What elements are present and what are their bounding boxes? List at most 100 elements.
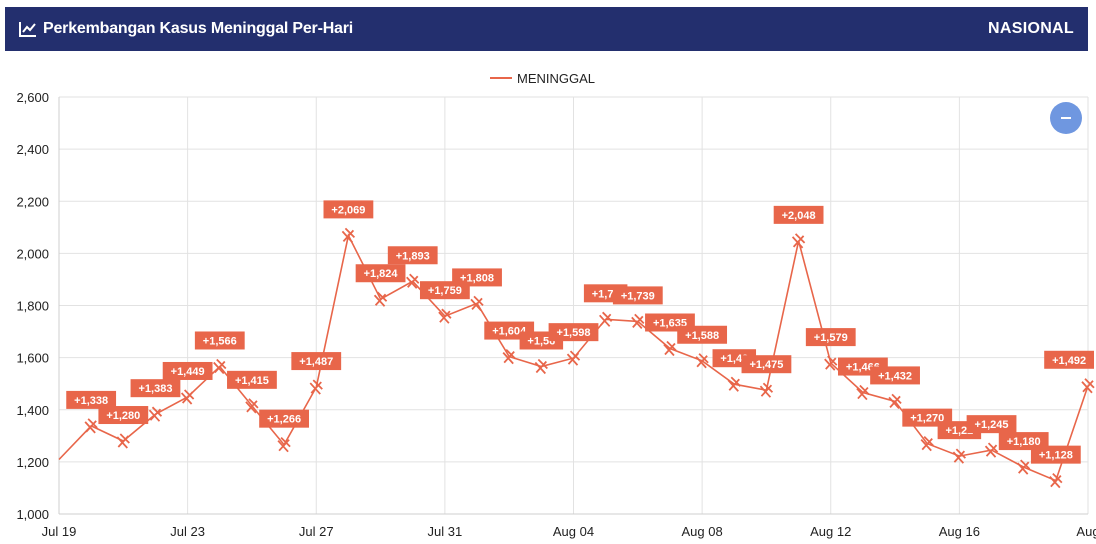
- data-point-marker[interactable]: [406, 273, 420, 289]
- data-label-box: [677, 325, 728, 344]
- data-label-box: [741, 355, 792, 374]
- chart-header: Perkembangan Kasus Meninggal Per-Hari NA…: [5, 7, 1088, 51]
- data-point-marker[interactable]: [791, 233, 806, 249]
- data-label-box: [227, 370, 277, 389]
- data-label: +1,270: [910, 413, 944, 425]
- data-label-box: [870, 366, 920, 385]
- data-point-marker[interactable]: [727, 376, 741, 392]
- data-label: +1,449: [171, 366, 205, 378]
- x-tick-label: Aug 16: [939, 524, 980, 539]
- data-label: +1,49: [720, 353, 748, 365]
- data-point-marker[interactable]: [856, 384, 870, 401]
- data-label: +1,579: [814, 332, 848, 344]
- data-point-marker[interactable]: [213, 358, 227, 375]
- data-label-box: [323, 200, 374, 219]
- data-point-marker[interactable]: [341, 227, 356, 243]
- data-label-box: [98, 406, 149, 425]
- x-tick-label: Jul 31: [428, 524, 463, 539]
- y-tick-label: 1,800: [16, 299, 49, 314]
- data-point-marker[interactable]: [84, 418, 98, 434]
- data-label: +1,598: [557, 327, 591, 339]
- y-tick-label: 1,000: [16, 507, 49, 522]
- data-point-marker[interactable]: [148, 406, 163, 422]
- data-point-marker[interactable]: [1017, 459, 1031, 475]
- data-label: +1,566: [203, 335, 237, 347]
- death-cases-chart: 1,000 1,200 1,400 1,600 1,800 2,000 2,200 2,400…: [16, 71, 1096, 539]
- data-label: +1,280: [106, 410, 140, 422]
- data-label-box: [291, 352, 342, 371]
- data-point-marker[interactable]: [663, 340, 677, 357]
- x-tick-label: Jul 27: [299, 524, 334, 539]
- data-label-box: [1044, 350, 1094, 369]
- data-label: +1,588: [685, 330, 719, 342]
- data-label-box: [355, 264, 406, 283]
- data-label-box: [259, 409, 309, 428]
- data-point-marker[interactable]: [1049, 473, 1063, 489]
- data-point-marker[interactable]: [245, 398, 259, 414]
- line-chart-icon: [19, 22, 36, 37]
- x-tick-label: Aug: [1076, 524, 1096, 539]
- chart-title: Perkembangan Kasus Meninggal Per-Hari: [43, 20, 354, 37]
- data-point-marker[interactable]: [309, 379, 323, 395]
- data-label: +1,739: [621, 290, 655, 302]
- data-label-box: [998, 432, 1049, 451]
- data-point-marker[interactable]: [598, 311, 613, 327]
- data-label: +1,604: [492, 326, 527, 338]
- data-label: +1,824: [364, 268, 399, 280]
- data-label-box: [130, 379, 181, 398]
- data-point-marker[interactable]: [180, 389, 195, 405]
- data-label: +1,128: [1039, 450, 1073, 462]
- data-point-marker[interactable]: [277, 437, 291, 453]
- data-point-marker[interactable]: [952, 448, 967, 464]
- data-label-box: [66, 390, 117, 409]
- y-tick-label: 2,000: [16, 246, 49, 261]
- data-point-marker[interactable]: [695, 353, 709, 369]
- data-point-marker[interactable]: [824, 355, 838, 371]
- data-label: +1,808: [460, 272, 494, 284]
- data-point-marker[interactable]: [566, 350, 581, 366]
- x-tick-label: Jul 23: [170, 524, 205, 539]
- x-tick-label: Aug 12: [810, 524, 851, 539]
- data-label-box: [452, 268, 502, 287]
- data-label-box: [387, 246, 438, 265]
- data-point-marker[interactable]: [116, 433, 130, 449]
- data-label-box: [548, 323, 599, 342]
- data-point-marker[interactable]: [373, 291, 388, 307]
- data-label-box: [773, 205, 824, 224]
- data-label-box: [612, 286, 663, 305]
- data-label: +1,893: [396, 250, 430, 262]
- y-tick-label: 2,200: [16, 194, 49, 209]
- data-point-marker[interactable]: [984, 442, 999, 458]
- data-point-marker[interactable]: [502, 348, 516, 365]
- data-label: +1,432: [878, 370, 912, 382]
- data-label: +1,415: [235, 375, 269, 387]
- x-tick-label: Jul 19: [42, 524, 77, 539]
- chart-title-group: Perkembangan Kasus Meninggal Per-Hari: [19, 20, 353, 38]
- x-tick-label: Aug 04: [553, 524, 594, 539]
- legend-entry[interactable]: MENINGGAL: [517, 71, 595, 86]
- zoom-out-button[interactable]: [1050, 102, 1082, 134]
- data-point-marker[interactable]: [759, 382, 774, 398]
- data-label: +2,069: [331, 204, 365, 216]
- data-point-marker[interactable]: [534, 358, 548, 375]
- data-label-box: [194, 331, 245, 350]
- data-label: +1,266: [267, 414, 301, 426]
- data-label: +1,759: [428, 285, 462, 297]
- y-tick-label: 1,600: [16, 351, 49, 366]
- data-point-marker[interactable]: [438, 308, 452, 324]
- data-label: +1,383: [138, 383, 172, 395]
- data-point-marker[interactable]: [470, 295, 484, 312]
- data-point-marker[interactable]: [888, 393, 902, 410]
- data-point-marker[interactable]: [920, 435, 934, 452]
- region-label: NASIONAL: [988, 20, 1074, 37]
- data-point-marker[interactable]: [631, 313, 645, 330]
- data-label: +1,492: [1052, 355, 1086, 367]
- data-label: +1,22: [945, 425, 973, 437]
- data-label-box: [966, 415, 1017, 434]
- data-point-marker[interactable]: [1081, 378, 1095, 394]
- minus-icon: [1061, 117, 1071, 119]
- data-label: +1,56: [527, 335, 555, 347]
- y-tick-label: 1,400: [16, 403, 49, 418]
- data-label: +1,245: [975, 419, 1009, 431]
- data-label-box: [1030, 445, 1081, 464]
